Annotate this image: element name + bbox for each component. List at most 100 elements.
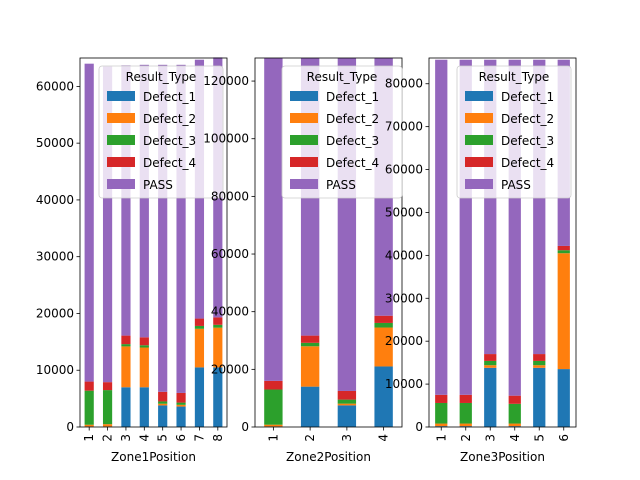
bar-segment-defect-1 (459, 426, 472, 427)
axes-frame (428, 57, 577, 428)
y-tick-label: 30000 (36, 250, 74, 264)
bar-segment-pass (84, 63, 94, 382)
bar-segment-defect-2 (337, 403, 357, 406)
bar-segment-defect-2 (557, 253, 570, 370)
y-tick-label: 40000 (36, 193, 74, 207)
legend-title: Result_Type (126, 70, 197, 84)
y-tick-label: 50000 (385, 205, 423, 219)
legend-label: Defect_4 (326, 156, 379, 170)
y-tick-label: 20000 (211, 362, 249, 376)
legend-label: Defect_2 (326, 112, 379, 126)
bar-segment-defect-2 (435, 423, 448, 427)
bar-segment-defect-4 (264, 380, 283, 390)
x-tick-label: 3 (483, 434, 497, 442)
x-tick-label: 2 (101, 434, 115, 442)
y-tick-label: 0 (241, 420, 249, 434)
bar-segment-defect-2 (213, 327, 223, 368)
bar-segment-defect-4 (158, 391, 168, 402)
bar-segment-defect-1 (176, 406, 186, 427)
x-axis-label: Zone3Position (460, 450, 545, 464)
legend-swatch-defect-2 (465, 113, 493, 123)
legend-swatch-defect-4 (107, 157, 135, 167)
legend-swatch-pass (290, 179, 318, 189)
zone2-chart: 0 20000 40000 60000 80000 100000 120000 1 2 3 4 Zon… (203, 57, 403, 464)
bar-segment-defect-3 (557, 250, 570, 254)
bar-segment-pass (176, 64, 186, 393)
bar-segment-defect-3 (508, 403, 521, 424)
x-tick-label: 1 (434, 434, 448, 442)
x-tick-label: 4 (377, 434, 391, 442)
bar-segment-defect-4 (176, 392, 186, 403)
y-tick-label: 10000 (36, 363, 74, 377)
bar-segment-defect-2 (84, 424, 94, 427)
x-tick-label: 3 (119, 434, 133, 442)
x-tick-label: 4 (508, 434, 522, 442)
bar-segment-defect-2 (508, 423, 521, 427)
bar-segment-defect-4 (139, 337, 149, 346)
legend-swatch-defect-4 (465, 157, 493, 167)
x-tick-label: 6 (174, 434, 188, 442)
x-tick-label: 5 (156, 434, 170, 442)
y-tick-label: 60000 (211, 247, 249, 261)
x-tick-label: 7 (192, 434, 206, 442)
bar-segment-defect-4 (194, 318, 205, 326)
bar-segment-defect-1 (484, 367, 497, 427)
bar-segment-defect-4 (435, 394, 448, 403)
bar-segment-defect-4 (374, 315, 393, 323)
y-tick-label: 0 (415, 420, 423, 434)
bar-segment-defect-4 (84, 381, 94, 391)
bar-segment-defect-1 (194, 367, 205, 427)
bar-segment-defect-1 (213, 367, 223, 427)
x-tick-label: 1 (266, 434, 280, 442)
x-tick-label: 6 (557, 434, 571, 442)
bar-segment-defect-1 (508, 426, 521, 427)
legend-label: Defect_4 (501, 156, 554, 170)
bar-segment-defect-2 (102, 424, 113, 427)
bar-segment-defect-2 (533, 365, 546, 368)
bar-segment-defect-2 (176, 404, 186, 407)
legend-label: PASS (143, 178, 173, 192)
y-tick-label: 80000 (211, 189, 249, 203)
legend-swatch-pass (465, 179, 493, 189)
bar-segment-defect-2 (121, 346, 131, 388)
bar-segment-defect-3 (459, 402, 472, 424)
legend-label: Defect_2 (143, 112, 196, 126)
y-tick-label: 120000 (203, 74, 249, 88)
legend-label: Defect_1 (143, 90, 196, 104)
bar-segment-defect-4 (484, 354, 497, 361)
bar-segment-defect-3 (374, 322, 393, 328)
x-tick-label: 2 (459, 434, 473, 442)
x-axis-label: Zone2Position (286, 450, 371, 464)
y-tick-label: 40000 (385, 248, 423, 262)
bar-segment-pass (158, 64, 168, 392)
legend-swatch-defect-3 (107, 135, 135, 145)
bar-segment-pass (264, 58, 283, 381)
legend-swatch-defect-4 (290, 157, 318, 167)
bar-segment-defect-1 (300, 386, 320, 427)
bar-segment-defect-2 (374, 327, 393, 367)
legend-label: PASS (501, 178, 531, 192)
bar-segment-pass (102, 66, 113, 383)
bar-segment-defect-1 (557, 369, 570, 427)
legend-label: Defect_2 (501, 112, 554, 126)
bar-segment-defect-3 (435, 402, 448, 424)
legend-title: Result_Type (307, 70, 378, 84)
bar-segment-defect-3 (300, 342, 320, 347)
bar-segment-defect-1 (121, 387, 131, 427)
y-tick-label: 0 (66, 420, 74, 434)
bar-segment-defect-2 (158, 403, 168, 406)
bar-segment-defect-1 (158, 405, 168, 427)
legend-label: Defect_1 (326, 90, 379, 104)
y-tick-label: 60000 (385, 163, 423, 177)
legend-swatch-defect-2 (290, 113, 318, 123)
bar-segment-defect-3 (139, 345, 149, 348)
bar-segment-defect-3 (158, 401, 168, 404)
bar-segment-defect-4 (213, 317, 223, 325)
bar-segment-defect-2 (459, 423, 472, 427)
bar-segment-defect-3 (337, 399, 357, 404)
y-tick-label: 60000 (36, 79, 74, 93)
bar-segment-defect-3 (533, 360, 546, 366)
bar-segment-defect-3 (484, 360, 497, 366)
bar-segment-defect-3 (213, 324, 223, 328)
legend-label: Defect_3 (501, 134, 554, 148)
